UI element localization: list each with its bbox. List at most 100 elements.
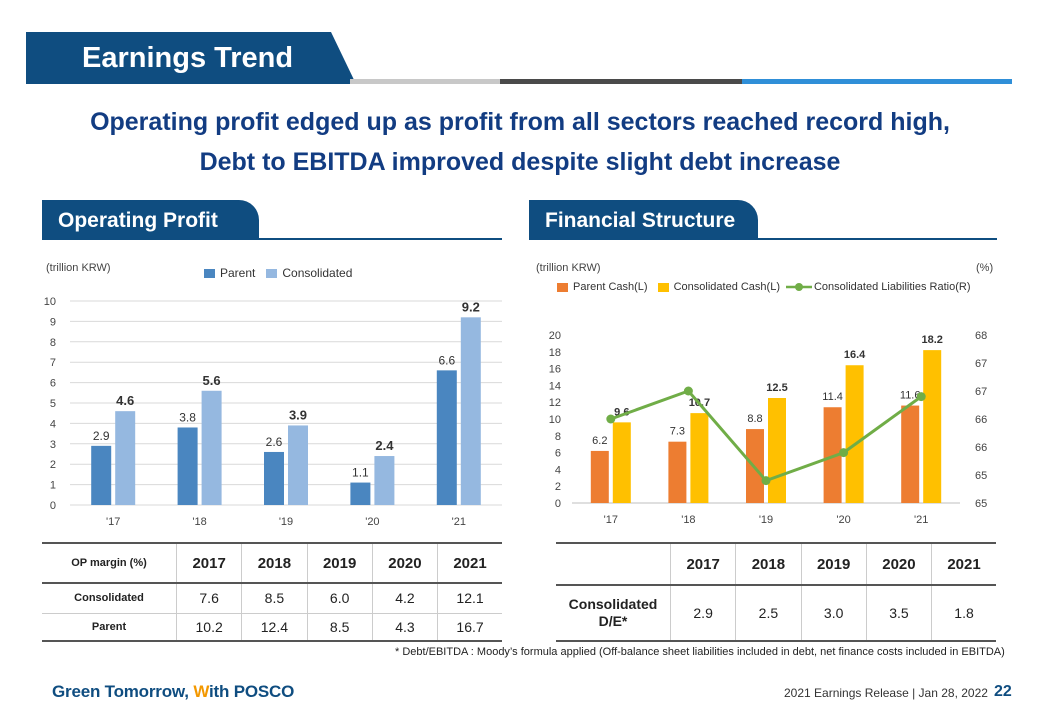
de-table-header-cell: 2017 — [670, 543, 737, 585]
legend-line-ratio-icon — [785, 283, 812, 291]
y-tick-label: 8 — [555, 431, 561, 443]
section-financial-structure: Financial Structure — [529, 200, 758, 240]
y-tick-label: 6 — [50, 378, 56, 390]
op-table-cell: 16.7 — [456, 618, 484, 635]
title-banner — [26, 32, 356, 84]
op-table-cell: 7.6 — [176, 583, 243, 613]
op-table-header-cell: 2019 — [307, 543, 373, 583]
op-table-cell: 12.4 — [241, 613, 308, 641]
ratio-point — [839, 448, 849, 458]
brand-text-a: Green Tomorrow, — [52, 682, 194, 701]
fs-unit-left: (trillion KRW) — [536, 262, 601, 274]
data-label: 18.2 — [921, 334, 942, 346]
op-table-header-label: OP margin (%) — [42, 543, 177, 583]
op-unit-label: (trillion KRW) — [46, 262, 111, 274]
y-tick-label: 18 — [549, 347, 561, 359]
data-label: 9.2 — [462, 299, 480, 314]
de-table-header-cell: 2020 — [866, 543, 933, 585]
header-stripe-dark — [500, 79, 742, 84]
bar-consolidated — [201, 390, 222, 505]
legend-label-consolidated: Consolidated — [282, 266, 353, 280]
op-margin-table: OP margin (%) 2017 2018 2019 2020 2021 C… — [42, 542, 502, 642]
de-table-cell: 2.9 — [670, 585, 737, 641]
de-table-header-cell: 2021 — [931, 543, 996, 585]
bar-parent — [264, 451, 284, 505]
page-number: 22 — [994, 683, 1012, 700]
table-row: Consolidated D/E* 2.9 2.5 3.0 3.5 1.8 — [556, 585, 996, 641]
op-table-header-cell: 2020 — [372, 543, 439, 583]
x-tick-label: '18 — [192, 516, 206, 528]
y-tick-label: 7 — [50, 357, 56, 369]
footnote: * Debt/EBITDA : Moody’s formula applied … — [395, 646, 1005, 658]
legend-label-parent-cash: Parent Cash(L) — [573, 281, 648, 293]
bar-consolidated — [374, 456, 395, 505]
de-table: 2017 2018 2019 2020 2021 Consolidated D/… — [556, 542, 996, 642]
data-label: 8.8 — [747, 413, 762, 425]
op-table-cell: 4.3 — [372, 613, 439, 641]
y-tick-label: 6 — [555, 448, 561, 460]
y-tick-label: 16 — [549, 364, 561, 376]
header-stripe-gray — [350, 79, 500, 84]
op-table-header-cell: 2017 — [176, 543, 243, 583]
financial-structure-chart: 0246810121416182065656666676768'176.29.6… — [549, 330, 988, 526]
de-table-row-label: Consolidated D/E* — [556, 585, 671, 641]
bar-parent-cash — [901, 405, 920, 503]
x-tick-label: '17 — [604, 514, 618, 526]
x-tick-label: '17 — [106, 516, 120, 528]
data-label: 16.4 — [844, 349, 866, 361]
y-tick-label: 20 — [549, 330, 561, 342]
data-label: 2.9 — [93, 429, 110, 443]
de-table-header-cell: 2018 — [735, 543, 802, 585]
bar-consolidated-cash — [690, 413, 709, 503]
y-tick-label: 4 — [555, 464, 561, 476]
op-legend: Parent Consolidated — [204, 266, 352, 280]
y-tick-label: 10 — [549, 414, 561, 426]
op-table-header-cell: 2021 — [437, 543, 502, 583]
de-row-label-line-2: D/E* — [598, 613, 628, 629]
data-label: 2.4 — [375, 438, 394, 453]
legend-swatch-consolidated-cash — [657, 282, 669, 292]
data-label: 4.6 — [116, 393, 134, 408]
table-row: Consolidated 7.6 8.5 6.0 4.2 12.1 — [42, 583, 502, 613]
bar-parent-cash — [590, 450, 609, 503]
ratio-point — [606, 414, 616, 424]
y-tick-label: 14 — [549, 380, 561, 392]
table-row: Parent 10.2 12.4 8.5 4.3 16.7 — [42, 613, 502, 641]
data-label: 3.9 — [289, 407, 307, 422]
bar-consolidated-cash — [768, 398, 786, 503]
y-tick-label: 2 — [50, 459, 56, 471]
ratio-point — [683, 386, 693, 396]
brand-text-b: ith POSCO — [209, 682, 295, 701]
x-tick-label: '19 — [279, 516, 293, 528]
operating-profit-chart: 0 1 2 3 4 5 6 7 8 9 10 '17 2.9 4.6 '18 3.8 5.6 '19 2.6 3.9 '… — [44, 296, 502, 528]
y-tick-label: 0 — [50, 500, 56, 512]
op-table-cell: 10.2 — [176, 613, 243, 641]
fs-legend: Parent Cash(L) Consolidated Cash(L) Cons… — [557, 281, 971, 293]
y-tick-label: 3 — [50, 439, 56, 451]
x-tick-label: '18 — [681, 514, 695, 526]
de-row-label-line-1: Consolidated — [568, 596, 658, 612]
y2-tick-label: 65 — [975, 498, 987, 510]
data-label: 6.2 — [592, 435, 607, 447]
data-label: 7.3 — [670, 426, 685, 438]
bar-consolidated-cash — [845, 365, 864, 503]
data-label: 11.4 — [822, 391, 843, 403]
de-table-cell: 2.5 — [735, 585, 802, 641]
bar-consolidated — [460, 317, 481, 505]
bar-parent — [91, 445, 112, 505]
de-table-header-cell: 2019 — [801, 543, 867, 585]
y2-tick-label: 68 — [975, 330, 987, 342]
section-operating-profit: Operating Profit — [42, 200, 259, 240]
x-tick-label: '20 — [365, 516, 379, 528]
de-table-header-label — [556, 543, 671, 585]
legend-label-ratio: Consolidated Liabilities Ratio(R) — [813, 281, 971, 293]
op-table-cell: 4.2 — [372, 583, 439, 613]
y-tick-label: 2 — [555, 481, 561, 493]
bar-parent — [436, 370, 457, 505]
data-label: 1.1 — [352, 466, 369, 480]
legend-swatch-parent-cash — [557, 282, 568, 292]
bar-consolidated — [288, 425, 308, 505]
bar-consolidated-cash — [612, 422, 631, 503]
de-table-cell: 1.8 — [954, 605, 974, 621]
y2-tick-label: 66 — [975, 442, 987, 454]
